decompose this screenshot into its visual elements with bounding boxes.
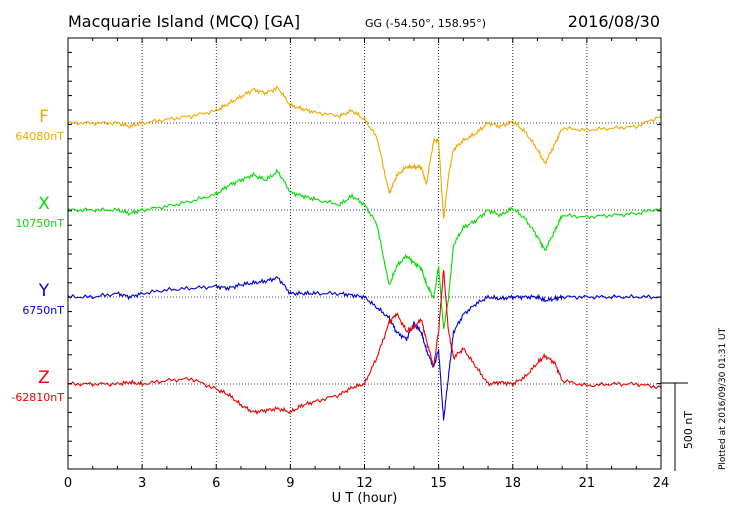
series-name-x: X [38,194,50,214]
x-axis-label: U T (hour) [332,491,398,506]
x-tick-label: 9 [286,476,294,491]
x-tick-label: 21 [579,476,596,491]
series-group: F 64080nT X 10750nT Y 6750nT Z -62810nT [11,85,662,421]
grid [68,38,661,469]
x-tick-label: 0 [64,476,72,491]
series-baseline-x: 10750nT [15,217,64,230]
plotted-timestamp: Plotted at 2016/09/30 01:31 UT [718,327,728,470]
x-axis: 0 3 6 9 12 15 18 21 24 U T (hour) [64,37,670,506]
scale-bar: 500 nT [661,382,695,471]
series-baseline-f: 64080nT [15,130,64,143]
series-name-z: Z [38,368,50,388]
series-name-f: F [39,107,49,127]
series-baseline-y: 6750nT [22,304,64,317]
date-label: 2016/08/30 [567,12,660,31]
x-tick-label: 18 [504,476,521,491]
x-tick-label: 3 [138,476,146,491]
series-line-x [67,168,662,329]
x-tick-label: 15 [430,476,447,491]
scale-bar-label: 500 nT [682,411,695,449]
series-name-y: Y [38,281,50,301]
x-tick-label: 12 [356,476,373,491]
station-title: Macquarie Island (MCQ) [GA] [68,12,301,31]
series-line-f [67,85,662,220]
series-line-z [67,270,662,416]
series-line-y [67,275,662,421]
series-baseline-z: -62810nT [11,391,64,404]
x-tick-label: 24 [653,476,670,491]
x-tick-label: 6 [212,476,220,491]
geo-coordinates: GG (-54.50°, 158.95°) [365,17,487,30]
